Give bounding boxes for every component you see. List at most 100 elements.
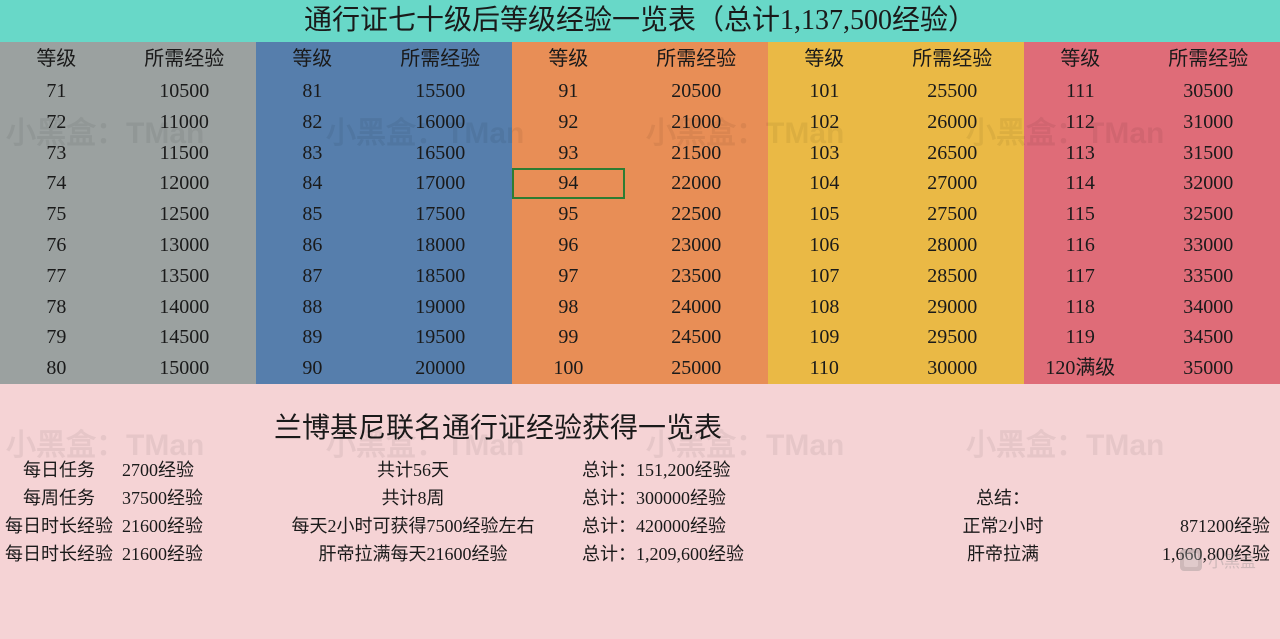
cell-level[interactable]: 76 <box>0 230 113 261</box>
cell-exp[interactable]: 18000 <box>369 230 512 261</box>
cell-level[interactable]: 113 <box>1024 138 1137 169</box>
cell-exp[interactable]: 26500 <box>881 138 1024 169</box>
cell-exp[interactable]: 20500 <box>625 76 768 107</box>
cell-level[interactable]: 91 <box>512 76 625 107</box>
cell-level[interactable]: 78 <box>0 292 113 323</box>
cell-exp[interactable]: 21500 <box>625 138 768 169</box>
cell-level[interactable]: 99 <box>512 322 625 353</box>
cell-exp[interactable]: 11000 <box>113 107 256 138</box>
cell-level[interactable]: 86 <box>256 230 369 261</box>
cell-exp[interactable]: 14000 <box>113 292 256 323</box>
cell-level[interactable]: 101 <box>768 76 881 107</box>
cell-exp[interactable]: 20000 <box>369 353 512 384</box>
cell-level[interactable]: 104 <box>768 168 881 199</box>
cell-exp[interactable]: 34000 <box>1137 292 1280 323</box>
cell-exp[interactable]: 30000 <box>881 353 1024 384</box>
cell-exp[interactable]: 29500 <box>881 322 1024 353</box>
cell-level[interactable]: 81 <box>256 76 369 107</box>
cell-exp[interactable]: 23500 <box>625 261 768 292</box>
cell-exp[interactable]: 34500 <box>1137 322 1280 353</box>
cell-level[interactable]: 75 <box>0 199 113 230</box>
cell-level[interactable]: 77 <box>0 261 113 292</box>
cell-level[interactable]: 97 <box>512 261 625 292</box>
cell-level[interactable]: 117 <box>1024 261 1137 292</box>
cell-level[interactable]: 110 <box>768 353 881 384</box>
cell-level[interactable]: 89 <box>256 322 369 353</box>
cell-exp[interactable]: 27000 <box>881 168 1024 199</box>
cell-level[interactable]: 103 <box>768 138 881 169</box>
cell-level[interactable]: 71 <box>0 76 113 107</box>
cell-exp[interactable]: 10500 <box>113 76 256 107</box>
cell-level[interactable]: 112 <box>1024 107 1137 138</box>
cell-level[interactable]: 105 <box>768 199 881 230</box>
cell-level[interactable]: 80 <box>0 353 113 384</box>
cell-level[interactable]: 100 <box>512 353 625 384</box>
cell-level[interactable]: 114 <box>1024 168 1137 199</box>
cell-level[interactable]: 102 <box>768 107 881 138</box>
cell-exp[interactable]: 19000 <box>369 292 512 323</box>
cell-exp[interactable]: 27500 <box>881 199 1024 230</box>
cell-exp[interactable]: 15000 <box>113 353 256 384</box>
cell-exp[interactable]: 21000 <box>625 107 768 138</box>
cell-exp[interactable]: 25500 <box>881 76 1024 107</box>
cell-level[interactable]: 109 <box>768 322 881 353</box>
cell-exp[interactable]: 25000 <box>625 353 768 384</box>
cell-level[interactable]: 95 <box>512 199 625 230</box>
cell-level[interactable]: 85 <box>256 199 369 230</box>
cell-level[interactable]: 88 <box>256 292 369 323</box>
cell-exp[interactable]: 16500 <box>369 138 512 169</box>
cell-level[interactable]: 111 <box>1024 76 1137 107</box>
cell-exp[interactable]: 31500 <box>1137 138 1280 169</box>
cell-exp[interactable]: 29000 <box>881 292 1024 323</box>
cell-level[interactable]: 119 <box>1024 322 1137 353</box>
cell-exp[interactable]: 31000 <box>1137 107 1280 138</box>
cell-exp[interactable]: 13500 <box>113 261 256 292</box>
cell-level[interactable]: 84 <box>256 168 369 199</box>
cell-level[interactable]: 107 <box>768 261 881 292</box>
cell-exp[interactable]: 12500 <box>113 199 256 230</box>
cell-exp[interactable]: 24500 <box>625 322 768 353</box>
cell-level[interactable]: 90 <box>256 353 369 384</box>
cell-level[interactable]: 116 <box>1024 230 1137 261</box>
cell-exp[interactable]: 33500 <box>1137 261 1280 292</box>
cell-exp[interactable]: 24000 <box>625 292 768 323</box>
cell-exp[interactable]: 12000 <box>113 168 256 199</box>
cell-exp[interactable]: 17500 <box>369 199 512 230</box>
cell-exp[interactable]: 28000 <box>881 230 1024 261</box>
cell-level[interactable]: 82 <box>256 107 369 138</box>
cell-level[interactable]: 94 <box>512 168 625 199</box>
cell-exp[interactable]: 19500 <box>369 322 512 353</box>
cell-level[interactable]: 115 <box>1024 199 1137 230</box>
cell-level[interactable]: 92 <box>512 107 625 138</box>
cell-level[interactable]: 72 <box>0 107 113 138</box>
cell-level[interactable]: 83 <box>256 138 369 169</box>
cell-exp[interactable]: 14500 <box>113 322 256 353</box>
cell-exp[interactable]: 16000 <box>369 107 512 138</box>
cell-level[interactable]: 74 <box>0 168 113 199</box>
cell-level[interactable]: 93 <box>512 138 625 169</box>
cell-exp[interactable]: 22000 <box>625 168 768 199</box>
cell-exp[interactable]: 32500 <box>1137 199 1280 230</box>
cell-exp[interactable]: 15500 <box>369 76 512 107</box>
cell-level[interactable]: 87 <box>256 261 369 292</box>
cell-level[interactable]: 108 <box>768 292 881 323</box>
cell-level[interactable]: 73 <box>0 138 113 169</box>
cell-exp[interactable]: 17000 <box>369 168 512 199</box>
cell-exp[interactable]: 23000 <box>625 230 768 261</box>
cell-level[interactable]: 79 <box>0 322 113 353</box>
cell-exp[interactable]: 33000 <box>1137 230 1280 261</box>
cell-level[interactable]: 120满级 <box>1024 353 1137 384</box>
cell-exp[interactable]: 26000 <box>881 107 1024 138</box>
cell-level[interactable]: 118 <box>1024 292 1137 323</box>
cell-level[interactable]: 96 <box>512 230 625 261</box>
cell-exp[interactable]: 18500 <box>369 261 512 292</box>
cell-exp[interactable]: 30500 <box>1137 76 1280 107</box>
cell-exp[interactable]: 28500 <box>881 261 1024 292</box>
cell-exp[interactable]: 32000 <box>1137 168 1280 199</box>
cell-exp[interactable]: 13000 <box>113 230 256 261</box>
cell-exp[interactable]: 11500 <box>113 138 256 169</box>
cell-exp[interactable]: 35000 <box>1137 353 1280 384</box>
cell-level[interactable]: 98 <box>512 292 625 323</box>
cell-exp[interactable]: 22500 <box>625 199 768 230</box>
cell-level[interactable]: 106 <box>768 230 881 261</box>
